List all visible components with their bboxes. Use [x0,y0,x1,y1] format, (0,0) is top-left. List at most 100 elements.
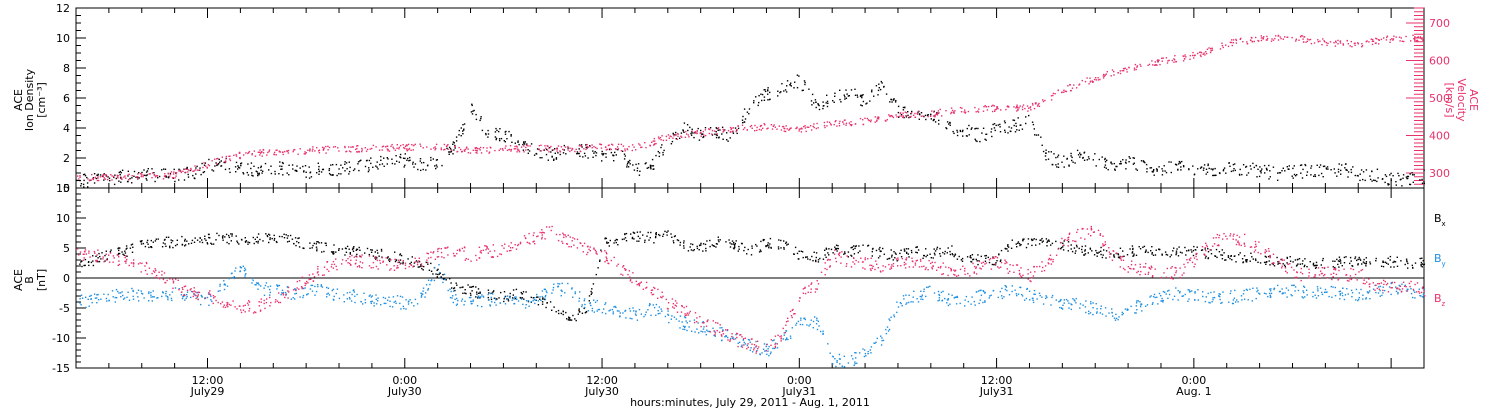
bx-point [311,247,313,249]
density-point [1268,178,1270,180]
bx-point [666,234,668,236]
density-point [683,131,685,133]
bx-point [1245,260,1247,262]
bx-point [1322,257,1324,260]
velocity-point [1262,38,1264,40]
by-point [80,294,83,296]
density-point [814,99,817,101]
by-point [251,282,253,284]
bx-point [475,286,477,288]
by-point [331,289,333,292]
velocity-point [1225,44,1227,46]
by-point [119,292,122,294]
density-point [559,153,561,156]
bx-point [186,240,188,242]
by-point [593,311,595,313]
velocity-point [1044,99,1046,102]
bz-point [78,254,80,256]
bx-point [1406,261,1408,263]
bx-point [899,252,901,255]
by-point [982,290,984,292]
density-point [1364,179,1366,182]
density-point [873,95,875,97]
density-point [308,177,311,179]
density-point [793,87,795,89]
density-point [834,95,836,97]
density-point [711,134,714,136]
by-point [980,294,983,296]
velocity-point [361,150,363,153]
by-point [115,297,118,299]
by-point [450,290,452,293]
by-point [622,312,624,314]
bx-point [476,291,478,293]
velocity-point [105,174,107,176]
by-point [1207,292,1209,295]
velocity-point [1368,41,1370,43]
density-point [328,172,331,175]
density-point [462,130,464,132]
velocity-point [151,177,153,179]
by-point [925,295,927,298]
bx-point [435,273,437,275]
by-point [470,296,472,299]
velocity-point [1319,40,1321,42]
velocity-point [620,150,623,152]
by-point [200,294,202,297]
bx-point [690,249,693,251]
by-point [363,292,365,294]
density-point [404,157,406,160]
by-point [1136,309,1138,311]
density-point [1128,156,1130,158]
by-point [1188,289,1191,291]
velocity-point [233,154,235,156]
bx-point [316,248,318,250]
bz-point [137,263,140,265]
by-point [1420,295,1422,297]
by-point [1285,287,1288,289]
bx-point [257,242,259,244]
by-point [1365,298,1367,300]
velocity-point [615,148,617,151]
by-point [1112,315,1114,317]
bx-point [273,234,275,237]
bx-point [1265,263,1267,265]
bx-point [958,255,960,258]
density-point [1034,134,1036,136]
density-point [403,166,405,168]
bx-point [1389,255,1392,258]
bx-point [542,297,544,299]
by-point [170,297,173,300]
density-point [974,138,976,140]
bx-point [201,241,204,244]
velocity-point [217,157,219,160]
velocity-point [516,146,518,148]
density-point [1063,166,1065,168]
velocity-point [1027,110,1029,112]
velocity-point [688,136,690,138]
bz-point [227,302,229,304]
density-point [632,164,634,166]
velocity-point [631,149,633,152]
velocity-point [325,145,327,148]
velocity-point [355,148,357,151]
density-point [580,144,583,146]
bx-point [1312,264,1315,266]
by-point [1292,284,1295,287]
bx-point [1294,259,1297,261]
velocity-point [514,145,516,148]
density-point [1210,168,1212,170]
by-point [659,312,661,315]
bx-point [147,243,149,245]
density-point [877,94,879,96]
by-point [735,333,737,336]
density-point [292,168,294,170]
by-point [206,296,209,299]
x-tick-time-label: 12:00 [192,374,224,387]
density-point [446,147,448,150]
bx-point [765,245,767,247]
bx-point [541,301,544,303]
by-point [776,347,779,349]
by-point [1075,297,1077,300]
bx-point [880,250,882,253]
